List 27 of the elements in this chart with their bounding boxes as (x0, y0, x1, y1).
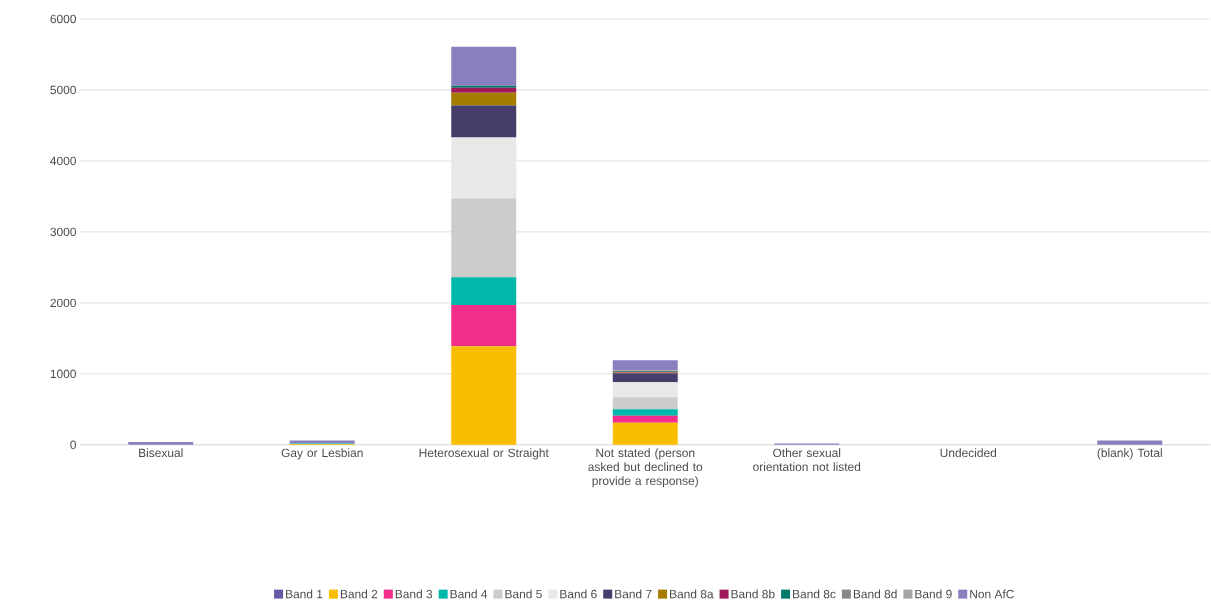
legend-label: Band 6 (560, 589, 597, 599)
x-tick-label: Undecided (940, 448, 997, 458)
legend-label: Band 8b (731, 589, 775, 599)
x-tick-label: Bisexual (139, 448, 183, 458)
y-tick-label: 6000 (50, 14, 76, 24)
x-tick-label: Other sexual orientation not listed (753, 448, 861, 472)
y-tick-label: 0 (70, 440, 76, 450)
x-tick-label: Heterosexual or Straight (419, 448, 549, 460)
legend-label: Band 7 (615, 589, 652, 599)
y-tick-label: 5000 (50, 85, 76, 95)
legend-label: Band 8d (853, 589, 897, 599)
x-tick-label: (blank) Total (1097, 448, 1162, 460)
legend-label: Band 3 (395, 589, 433, 599)
y-tick-label: 1000 (50, 369, 76, 379)
x-tick-label: Not stated (person asked but declined to provide a response) (588, 448, 703, 488)
x-tick-label: Gay or Lesbian (281, 448, 363, 460)
legend-label: Band 2 (340, 589, 378, 599)
y-tick-label: 2000 (50, 298, 76, 308)
legend-label: Band 4 (450, 589, 488, 599)
legend-label: Band 9 (915, 589, 952, 599)
y-tick-label: 3000 (50, 227, 76, 237)
legend-label: Band 1 (286, 589, 323, 599)
legend-label: Non AfC (970, 589, 1014, 599)
legend-label: Band 5 (505, 589, 542, 599)
legend-label: Band 8a (670, 589, 714, 599)
legend-label: Band 8c (793, 589, 836, 599)
y-tick-label: 4000 (50, 156, 76, 166)
